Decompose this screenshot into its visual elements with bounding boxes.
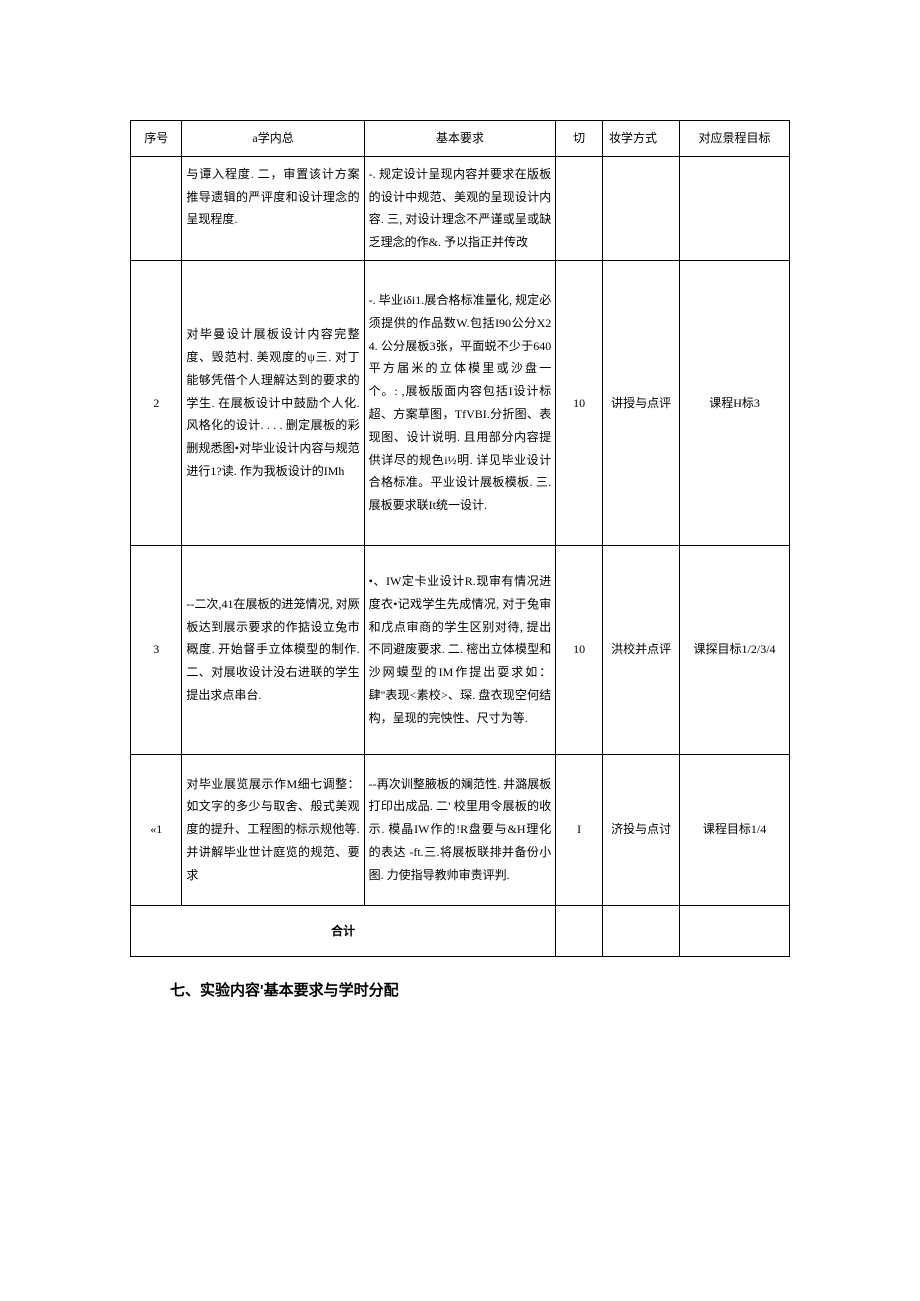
course-table: 序号 a学内总 基本要求 切 妆学方式 对应景程目标 与谭入程度. 二，审置该计… bbox=[130, 120, 790, 957]
cell-method bbox=[603, 156, 680, 260]
cell-qty: 10 bbox=[556, 260, 603, 545]
total-qty bbox=[556, 905, 603, 957]
total-method bbox=[603, 905, 680, 957]
cell-seq: 3 bbox=[131, 545, 182, 754]
cell-content: 与谭入程度. 二，审置该计方案推导遗辑的严评度和设计理念的呈现程度. bbox=[182, 156, 364, 260]
header-req: 基本要求 bbox=[364, 121, 556, 157]
cell-target: 课程H标3 bbox=[680, 260, 790, 545]
cell-method: 济投与点讨 bbox=[603, 754, 680, 905]
header-seq: 序号 bbox=[131, 121, 182, 157]
table-total-row: 合计 bbox=[131, 905, 790, 957]
cell-req: •、IW定卡业设计R.现审有情况进度衣•记戏学生先成情况, 对于兔审和戊点审商的… bbox=[364, 545, 556, 754]
cell-seq: «1 bbox=[131, 754, 182, 905]
cell-qty: 10 bbox=[556, 545, 603, 754]
table-row: 与谭入程度. 二，审置该计方案推导遗辑的严评度和设计理念的呈现程度. -. 规定… bbox=[131, 156, 790, 260]
cell-target: 课探目标1/2/3/4 bbox=[680, 545, 790, 754]
total-target bbox=[680, 905, 790, 957]
table-row: 2 对毕曼设计展板设计内容完整度、毁范村. 美观度的ψ三. 对丁能够凭借个人理解… bbox=[131, 260, 790, 545]
cell-req: -. 毕业iδi1.展合格标准量化, 规定必须提供的作品数W.包括I90公分X2… bbox=[364, 260, 556, 545]
section-heading: 七、实验内容'基本要求与学时分配 bbox=[170, 979, 790, 1000]
cell-content: 对毕业展览展示作M细七调整：如文字的多少与取舍、般式美观度的提升、工程图的标示规… bbox=[182, 754, 364, 905]
cell-method: 讲授与点评 bbox=[603, 260, 680, 545]
table-row: «1 对毕业展览展示作M细七调整：如文字的多少与取舍、般式美观度的提升、工程图的… bbox=[131, 754, 790, 905]
total-label: 合计 bbox=[131, 905, 556, 957]
cell-target bbox=[680, 156, 790, 260]
cell-seq: 2 bbox=[131, 260, 182, 545]
header-qty: 切 bbox=[556, 121, 603, 157]
header-target: 对应景程目标 bbox=[680, 121, 790, 157]
cell-content: --二次,41在展板的进笼情况, 对厥板达到展示要求的作掂设立兔市穊度. 开始督… bbox=[182, 545, 364, 754]
header-content: a学内总 bbox=[182, 121, 364, 157]
cell-qty: I bbox=[556, 754, 603, 905]
table-row: 3 --二次,41在展板的进笼情况, 对厥板达到展示要求的作掂设立兔市穊度. 开… bbox=[131, 545, 790, 754]
cell-seq bbox=[131, 156, 182, 260]
cell-req: -. 规定设计呈现内容并要求在版板的设计中规范、美观的呈现设计内容. 三, 对设… bbox=[364, 156, 556, 260]
cell-target: 课程目标1/4 bbox=[680, 754, 790, 905]
header-method: 妆学方式 bbox=[603, 121, 680, 157]
cell-req: --再次训整腋板的斓范性. 井潞展板打印出成品. 二' 校里用令展板的收示. 模… bbox=[364, 754, 556, 905]
cell-qty bbox=[556, 156, 603, 260]
table-header-row: 序号 a学内总 基本要求 切 妆学方式 对应景程目标 bbox=[131, 121, 790, 157]
cell-content: 对毕曼设计展板设计内容完整度、毁范村. 美观度的ψ三. 对丁能够凭借个人理解达到… bbox=[182, 260, 364, 545]
cell-method: 洪校并点评 bbox=[603, 545, 680, 754]
